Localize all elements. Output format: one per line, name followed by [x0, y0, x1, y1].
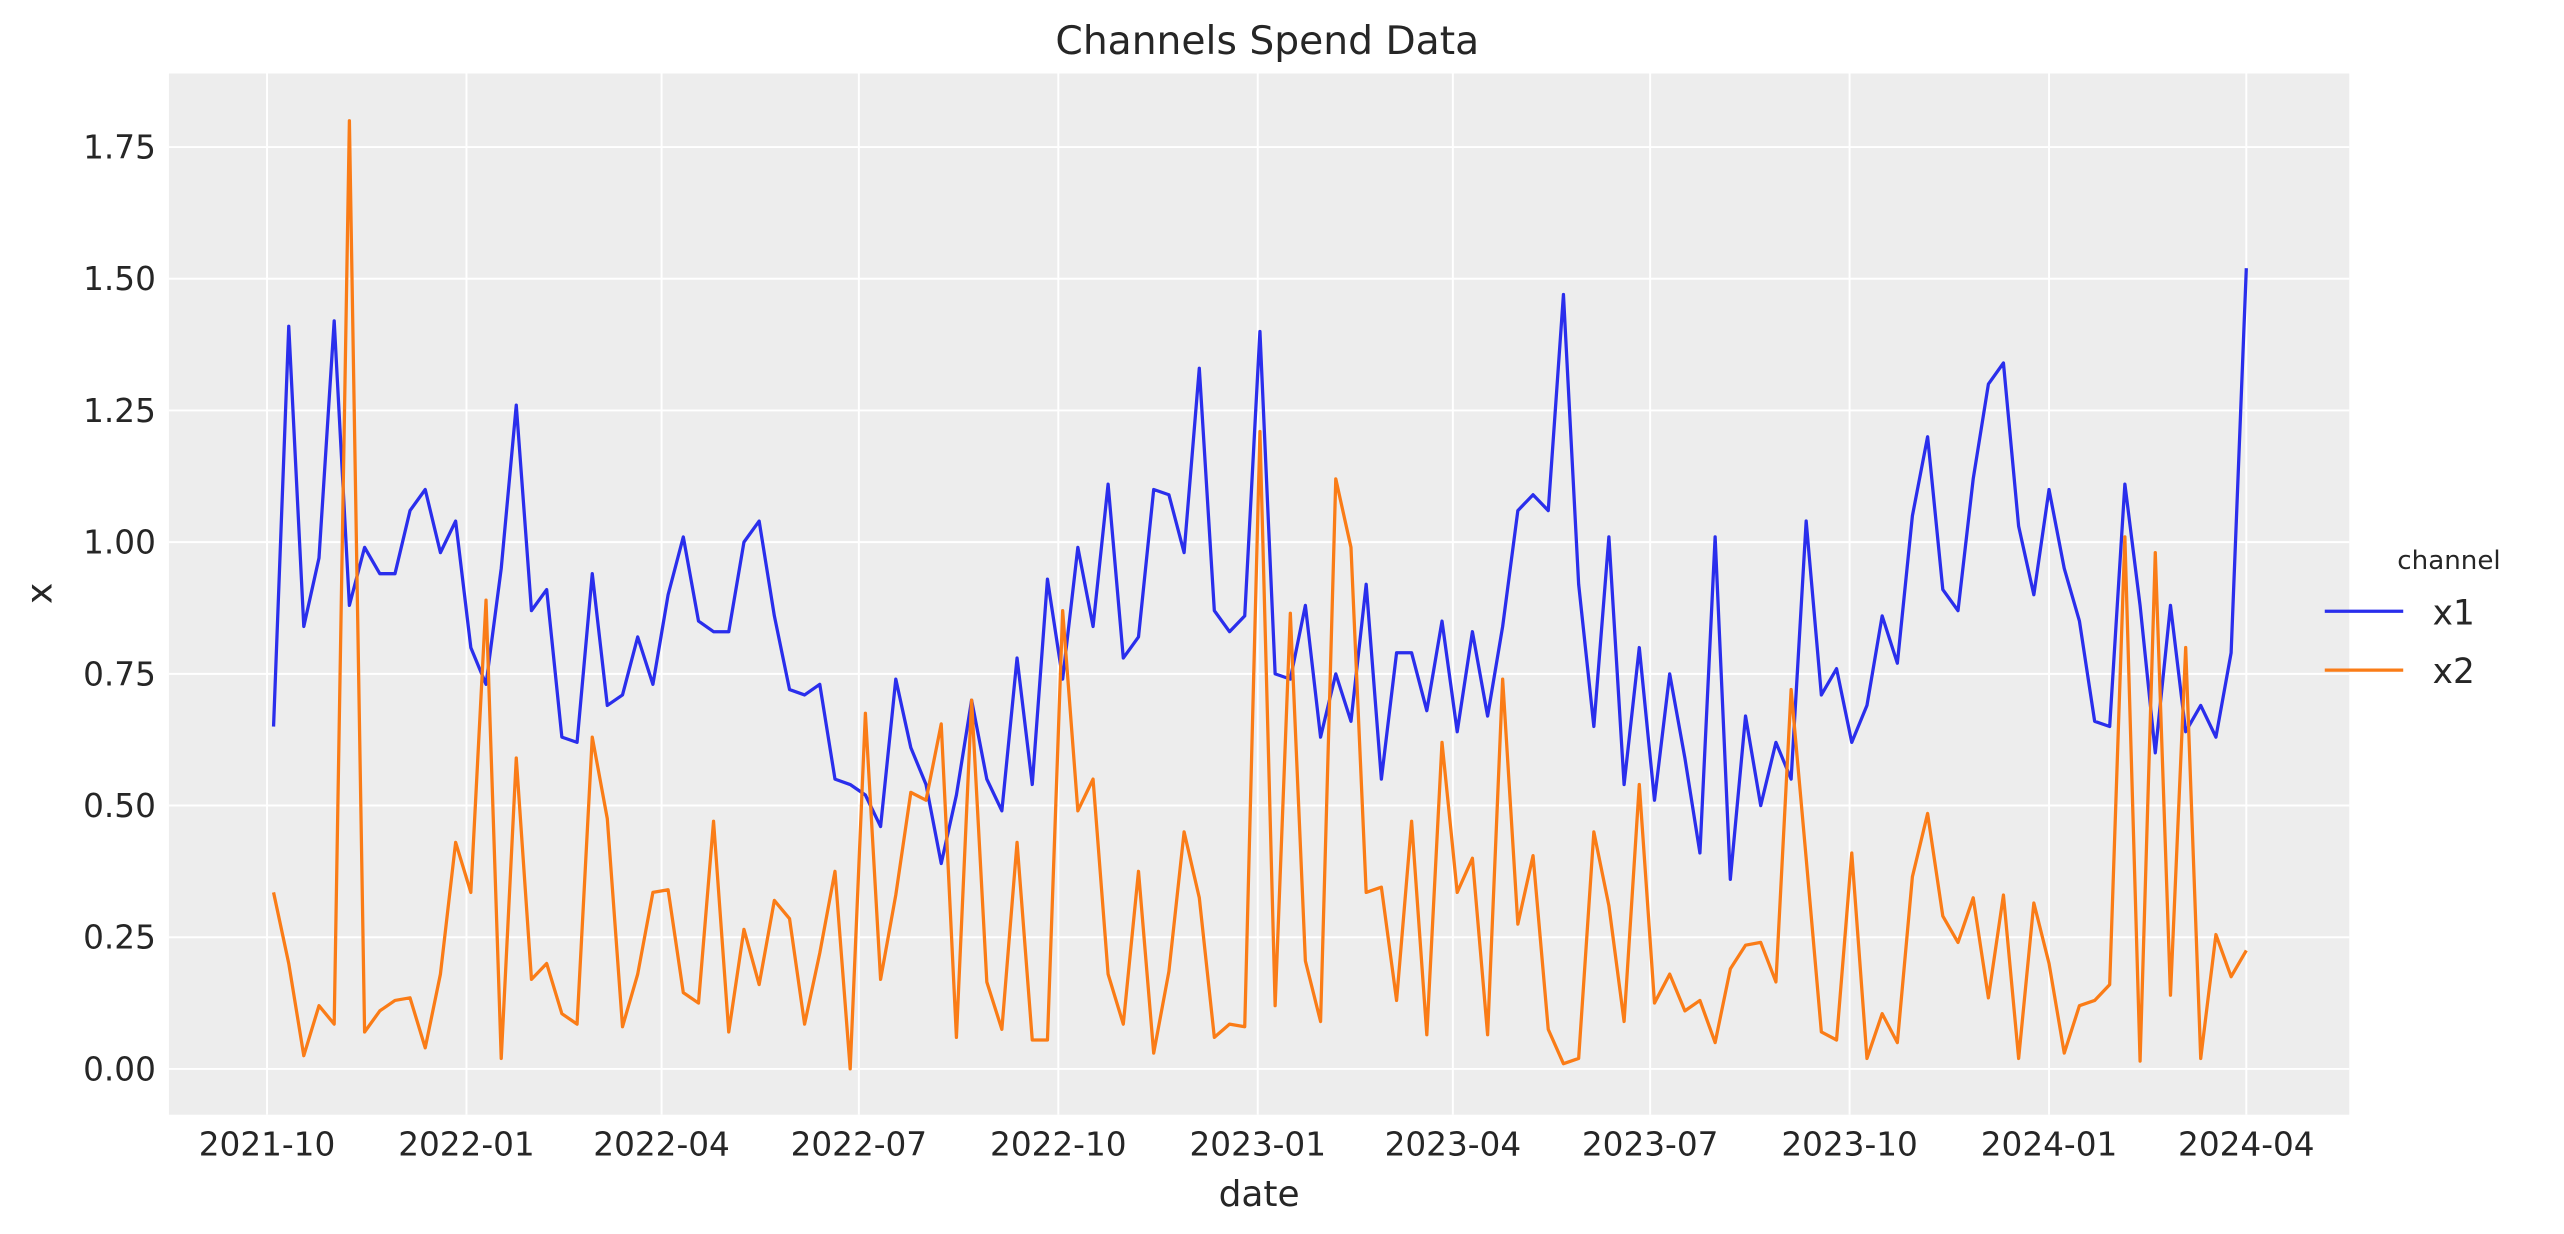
x-tick-label: 2024-01: [1981, 1126, 2118, 1164]
y-tick-label: 1.75: [83, 128, 156, 166]
x-tick-label: 2023-04: [1385, 1126, 1522, 1164]
x-tick-label: 2023-10: [1781, 1126, 1918, 1164]
series-line-x2: [271, 119, 2248, 1071]
legend-label-x1: x1: [2433, 593, 2475, 633]
x-tick-label: 2022-04: [593, 1126, 730, 1164]
legend-label-x2: x2: [2433, 652, 2475, 692]
y-tick-label: 0.25: [83, 919, 156, 957]
plot-area: [168, 73, 2350, 1115]
y-tick-labels: 0.00 0.25 0.50 0.75 1.00 1.25 1.50 1.75: [83, 128, 156, 1088]
x-axis-label: date: [1219, 1174, 1300, 1215]
x-tick-labels: 2021-10 2022-01 2022-04 2022-07 2022-10 2023-…: [199, 1126, 2315, 1164]
y-axis-label: x: [19, 583, 60, 604]
legend-title: channel: [2397, 546, 2500, 576]
x-tick-label: 2022-07: [791, 1126, 928, 1164]
grid: [168, 73, 2350, 1115]
y-tick-label: 0.75: [83, 655, 156, 693]
y-tick-label: 1.50: [83, 260, 156, 298]
x-tick-label: 2022-10: [990, 1126, 1127, 1164]
legend: channel x1 x2: [2324, 546, 2501, 692]
x-tick-label: 2024-04: [2178, 1126, 2315, 1164]
y-tick-label: 1.25: [83, 392, 156, 430]
series-lines: [271, 119, 2248, 1071]
x-tick-label: 2023-07: [1582, 1126, 1719, 1164]
chart-title: Channels Spend Data: [1055, 19, 1479, 64]
y-tick-label: 1.00: [83, 524, 156, 562]
x-tick-label: 2023-01: [1189, 1126, 1326, 1164]
series-line-x1: [271, 268, 2248, 881]
y-tick-label: 0.50: [83, 787, 156, 825]
x-tick-label: 2021-10: [199, 1126, 336, 1164]
x-tick-label: 2022-01: [398, 1126, 535, 1164]
y-tick-label: 0.00: [83, 1050, 156, 1088]
